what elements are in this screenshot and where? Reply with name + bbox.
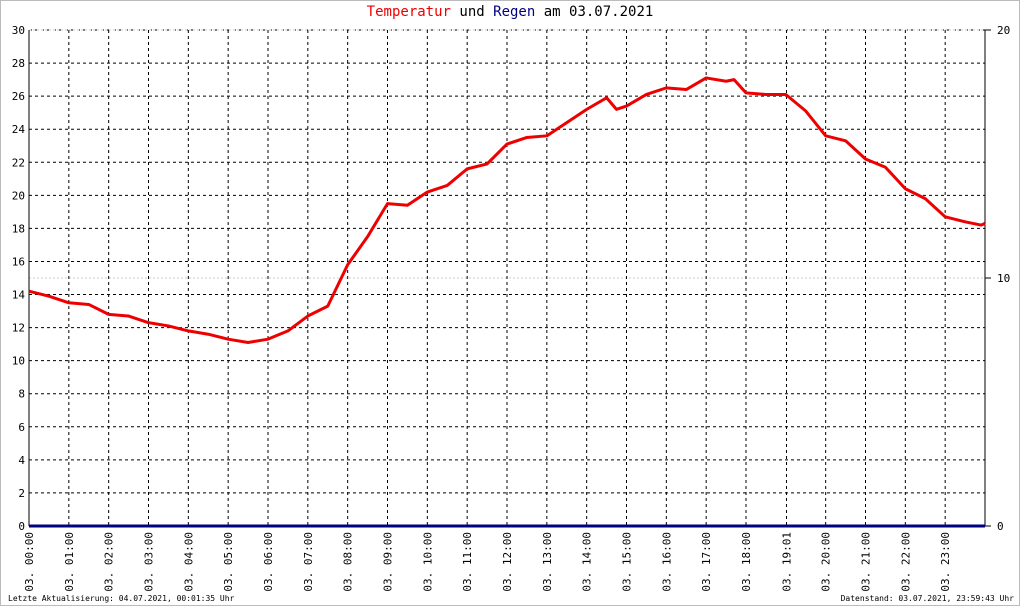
x-tick-label: 03. 18:00	[740, 532, 753, 592]
x-tick-label: 03. 09:00	[382, 532, 395, 592]
y-tick-label: 26	[12, 90, 25, 103]
y-tick-label: 16	[12, 255, 25, 268]
y-tick-label: 18	[12, 222, 25, 235]
x-tick-label: 03. 23:00	[939, 532, 952, 592]
x-tick-label: 03. 03:00	[143, 532, 156, 592]
x-tick-label: 03. 01:00	[63, 532, 76, 592]
y-tick-label: 30	[12, 24, 25, 37]
x-tick-label: 03. 12:00	[501, 532, 514, 592]
y-tick-label: 4	[18, 454, 25, 467]
x-tick-label: 03. 11:00	[461, 532, 474, 592]
x-tick-label: 03. 21:00	[860, 532, 873, 592]
footer-left: Letzte Aktualisierung: 04.07.2021, 00:01…	[8, 594, 235, 603]
title-series-1: Temperatur	[367, 4, 451, 20]
x-tick-label: 03. 22:00	[899, 532, 912, 592]
x-tick-label: 03. 19:01	[781, 532, 794, 592]
x-tick-label: 03. 15:00	[621, 532, 634, 592]
x-tick-label: 03. 07:00	[302, 532, 315, 592]
x-tick-label: 03. 02:00	[103, 532, 116, 592]
y-tick-label: 22	[12, 156, 25, 169]
title-suffix: am 03.07.2021	[544, 4, 654, 20]
y2-tick-label: 0	[997, 520, 1004, 533]
x-tick-label: 03. 00:00	[23, 532, 36, 592]
x-tick-label: 03. 04:00	[182, 532, 195, 592]
footer-right: Datenstand: 03.07.2021, 23:59:43 Uhr	[841, 594, 1015, 603]
x-tick-label: 03. 05:00	[222, 532, 235, 592]
title-series-2: Regen	[493, 4, 535, 20]
x-tick-label: 03. 08:00	[342, 532, 355, 592]
x-tick-label: 03. 20:00	[820, 532, 833, 592]
chart-title: Temperatur und Regen am 03.07.2021	[367, 4, 654, 20]
x-tick-label: 03. 06:00	[262, 532, 275, 592]
y-tick-label: 28	[12, 57, 25, 70]
y2-tick-label: 10	[997, 272, 1010, 285]
x-tick-label: 03. 17:00	[700, 532, 713, 592]
y-tick-label: 14	[12, 289, 26, 302]
y-tick-label: 10	[12, 355, 25, 368]
x-tick-label: 03. 10:00	[421, 532, 434, 592]
title-connector: und	[459, 4, 484, 20]
y-tick-label: 12	[12, 322, 25, 335]
x-tick-label: 03. 13:00	[541, 532, 554, 592]
y-tick-label: 2	[18, 487, 25, 500]
series-line	[28, 76, 986, 344]
y-tick-label: 6	[18, 421, 25, 434]
y-tick-label: 0	[18, 520, 25, 533]
x-tick-label: 03. 16:00	[660, 532, 673, 592]
y-tick-label: 8	[18, 388, 25, 401]
y-tick-label: 24	[12, 123, 26, 136]
x-tick-label: 03. 14:00	[581, 532, 594, 592]
y-tick-label: 20	[12, 189, 25, 202]
y2-tick-label: 20	[997, 24, 1010, 37]
